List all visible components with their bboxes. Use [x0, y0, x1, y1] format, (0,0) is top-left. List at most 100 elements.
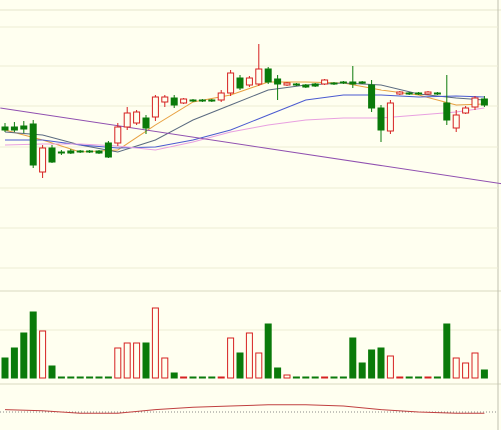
- candle-body: [452, 114, 460, 129]
- volume-bar: [161, 357, 169, 379]
- volume-bar: [114, 347, 122, 379]
- candle-body: [471, 97, 479, 108]
- volume-bar: [189, 376, 197, 379]
- volume-bar: [1, 357, 9, 379]
- volume-bar: [349, 337, 357, 379]
- volume-bar: [264, 323, 272, 379]
- volume-bar: [227, 337, 235, 379]
- volume-bar: [245, 332, 253, 379]
- candle-body: [189, 99, 197, 102]
- candle-body: [377, 107, 385, 131]
- volume-bar: [76, 376, 84, 379]
- volume-bar: [358, 362, 366, 379]
- volume-bar: [57, 376, 65, 379]
- candle-body: [86, 150, 94, 153]
- volume-bar: [292, 376, 300, 379]
- candle-body: [368, 84, 376, 109]
- volume-bar: [274, 367, 282, 379]
- volume-bar: [368, 349, 376, 379]
- candle-body: [76, 150, 84, 153]
- candle-body: [358, 81, 366, 84]
- volume-bar: [386, 355, 394, 379]
- candle-body: [339, 81, 347, 84]
- volume-bar: [321, 376, 329, 379]
- candle-body: [283, 82, 291, 86]
- candle-body: [10, 126, 18, 131]
- candle-body: [20, 125, 28, 130]
- candle-body: [311, 83, 319, 87]
- volume-bar: [48, 365, 56, 379]
- volume-bar: [415, 376, 423, 379]
- candle-body: [292, 83, 300, 86]
- candle-body: [170, 97, 178, 106]
- candle-body: [29, 123, 37, 166]
- candle-body: [133, 111, 141, 124]
- volume-bar: [208, 376, 216, 379]
- volume-bar: [142, 342, 150, 379]
- candle-body: [95, 150, 103, 154]
- line: [0, 107, 501, 185]
- volume-bar: [133, 342, 141, 379]
- candle-body: [302, 84, 310, 88]
- volume-bar: [480, 369, 488, 379]
- candle-body: [57, 151, 65, 154]
- volume-bar: [462, 362, 470, 379]
- volume-bar: [123, 342, 131, 379]
- line: [5, 94, 485, 149]
- volume-bar: [170, 372, 178, 379]
- candle-body: [67, 150, 75, 154]
- line: [4, 404, 485, 414]
- volume-bar: [29, 311, 37, 379]
- candle-body: [415, 92, 423, 95]
- volume-bar: [217, 376, 225, 379]
- candle-body: [396, 91, 404, 95]
- candle-body: [198, 99, 206, 102]
- volume-bar: [67, 376, 75, 379]
- volume-bar: [180, 376, 188, 379]
- volume-bar: [198, 376, 206, 379]
- candle-body: [180, 98, 188, 104]
- candle-body: [480, 98, 488, 106]
- volume-bar: [396, 376, 404, 379]
- candle-body: [462, 107, 470, 114]
- candle-body: [208, 99, 216, 102]
- volume-bar: [95, 376, 103, 379]
- volume-bar: [311, 376, 319, 379]
- volume-bar: [39, 330, 47, 379]
- volume-bar: [255, 352, 263, 379]
- candle-body: [217, 92, 225, 101]
- candle-body: [386, 102, 394, 132]
- candle-body: [48, 147, 56, 163]
- candle-body: [264, 68, 272, 83]
- candle-body: [424, 91, 432, 95]
- candle-body: [104, 142, 112, 158]
- candle-body: [236, 77, 244, 89]
- volume-bar: [86, 376, 94, 379]
- volume-bar: [424, 376, 432, 379]
- candle-body: [330, 82, 338, 85]
- candle-body: [114, 126, 122, 144]
- line: [4, 107, 485, 151]
- volume-bar: [443, 323, 451, 379]
- candle-body: [443, 102, 451, 121]
- volume-bar: [20, 332, 28, 379]
- candle-body: [349, 81, 357, 85]
- volume-bar: [405, 376, 413, 379]
- volume-bar: [104, 376, 112, 379]
- candle-body: [274, 78, 282, 85]
- volume-bar: [302, 376, 310, 379]
- candle-body: [123, 112, 131, 128]
- volume-bar: [10, 347, 18, 379]
- volume-bar: [433, 376, 441, 379]
- volume-bar: [330, 376, 338, 379]
- candle-body: [255, 68, 263, 85]
- candle-body: [39, 147, 47, 173]
- candle-body: [433, 92, 441, 95]
- volume-bar: [339, 376, 347, 379]
- volume-bar: [283, 374, 291, 379]
- volume-bar: [236, 352, 244, 379]
- volume-bar: [452, 357, 460, 379]
- volume-bar: [471, 352, 479, 379]
- candle-body: [161, 96, 169, 103]
